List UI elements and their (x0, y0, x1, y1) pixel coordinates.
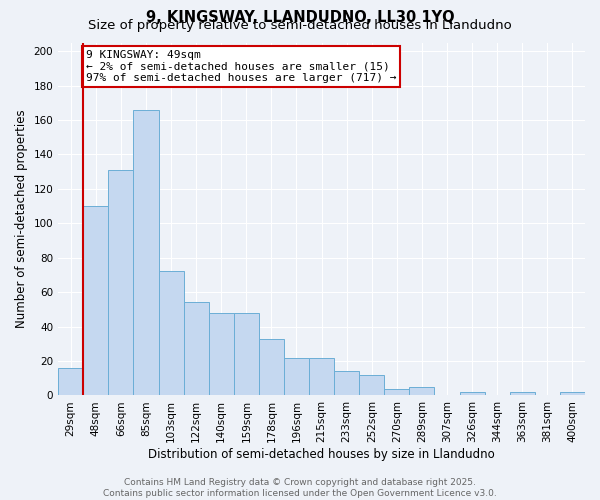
X-axis label: Distribution of semi-detached houses by size in Llandudno: Distribution of semi-detached houses by … (148, 448, 495, 461)
Bar (409, 387, 434, 396)
Bar (234, 313, 259, 396)
Bar (309, 358, 334, 396)
Bar (209, 313, 234, 396)
Bar (184, 302, 209, 396)
Bar (460, 392, 485, 396)
Text: Size of property relative to semi-detached houses in Llandudno: Size of property relative to semi-detach… (88, 19, 512, 32)
Text: Contains HM Land Registry data © Crown copyright and database right 2025.
Contai: Contains HM Land Registry data © Crown c… (103, 478, 497, 498)
Bar (334, 372, 359, 396)
Text: 9, KINGSWAY, LLANDUDNO, LL30 1YQ: 9, KINGSWAY, LLANDUDNO, LL30 1YQ (146, 10, 454, 25)
Bar (385, 388, 409, 396)
Bar (259, 338, 284, 396)
Bar (58, 368, 83, 396)
Bar (359, 375, 385, 396)
Bar (158, 272, 184, 396)
Bar (284, 358, 309, 396)
Bar (133, 110, 158, 396)
Text: 9 KINGSWAY: 49sqm
← 2% of semi-detached houses are smaller (15)
97% of semi-deta: 9 KINGSWAY: 49sqm ← 2% of semi-detached … (86, 50, 396, 83)
Bar (510, 392, 535, 396)
Bar (109, 170, 133, 396)
Bar (560, 392, 585, 396)
Bar (83, 206, 109, 396)
Y-axis label: Number of semi-detached properties: Number of semi-detached properties (15, 110, 28, 328)
